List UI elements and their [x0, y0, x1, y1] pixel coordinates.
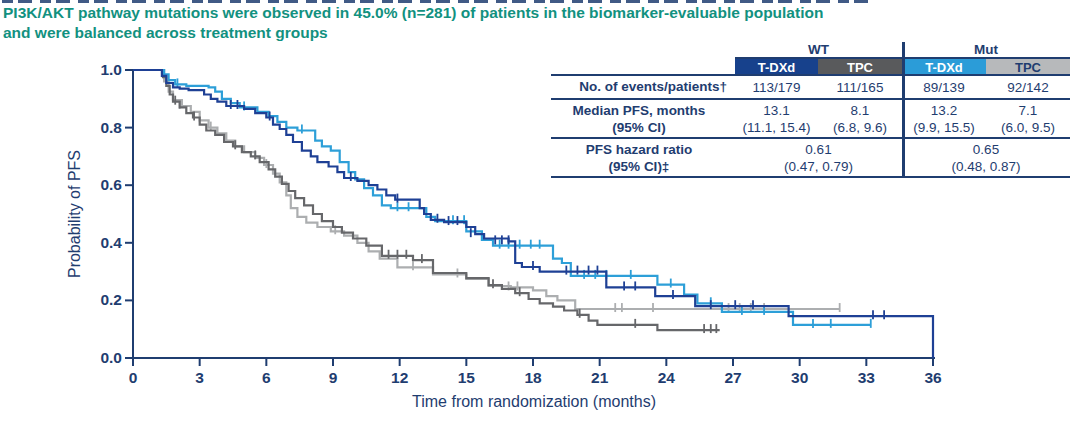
y-tick-label: 0.2 — [100, 291, 122, 308]
y-axis-title: Probability of PFS — [66, 150, 83, 278]
table-rule — [551, 74, 1070, 76]
x-tick-label: 12 — [391, 369, 408, 386]
hazard-mut: 0.65 (0.48, 0.87) — [902, 139, 1070, 178]
events-tdxd-mut: 89/139 — [902, 76, 986, 100]
y-tick-label: 0.4 — [100, 234, 122, 251]
x-tick-label: 15 — [458, 369, 476, 386]
row-label-hazard: PFS hazard ratio (95% CI)‡ — [551, 139, 735, 178]
spacer-cell — [551, 42, 735, 57]
wt-mut-divider-line — [902, 42, 905, 178]
median-tpc-wt: 8.1 (6.8, 9.6) — [818, 100, 902, 139]
pfs-stats-table: WT Mut T-DXd TPC T-DXd TPC No. of events… — [551, 42, 1070, 178]
hazard-wt: 0.61 (0.47, 0.79) — [735, 139, 902, 178]
y-tick-label: 0.0 — [100, 349, 122, 366]
x-tick-label: 9 — [329, 369, 338, 386]
x-tick-label: 0 — [129, 369, 138, 386]
events-tpc-mut: 92/142 — [986, 76, 1070, 100]
x-tick-label: 21 — [591, 369, 609, 386]
group-header-wt: WT — [735, 42, 902, 57]
x-tick-label: 27 — [724, 369, 741, 386]
x-tick-label: 6 — [262, 369, 271, 386]
group-header-mut: Mut — [902, 42, 1070, 57]
median-tdxd-wt: 13.1 (11.1, 15.4) — [735, 100, 818, 139]
stats-grid: WT Mut T-DXd TPC T-DXd TPC No. of events… — [551, 42, 1070, 178]
x-tick-label: 30 — [791, 369, 808, 386]
x-tick-label: 24 — [658, 369, 676, 386]
y-tick-label: 0.8 — [100, 119, 122, 136]
median-tdxd-mut: 13.2 (9.9, 15.5) — [902, 100, 986, 139]
slide-canvas: PI3K/AKT pathway mutations were observed… — [0, 0, 1080, 422]
x-tick-label: 18 — [524, 369, 542, 386]
events-tdxd-wt: 113/179 — [735, 76, 818, 100]
x-axis-title: Time from randomization (months) — [412, 393, 656, 410]
x-tick-label: 33 — [858, 369, 876, 386]
y-tick-label: 0.6 — [100, 176, 122, 193]
row-label-events: No. of events/patients† — [551, 76, 735, 100]
median-tpc-mut: 7.1 (6.0, 9.5) — [986, 100, 1070, 139]
events-tpc-wt: 111/165 — [818, 76, 902, 100]
x-tick-label: 3 — [195, 369, 204, 386]
x-tick-label: 36 — [924, 369, 942, 386]
y-tick-label: 1.0 — [100, 61, 122, 78]
row-label-median: Median PFS, months (95% CI) — [551, 100, 735, 139]
